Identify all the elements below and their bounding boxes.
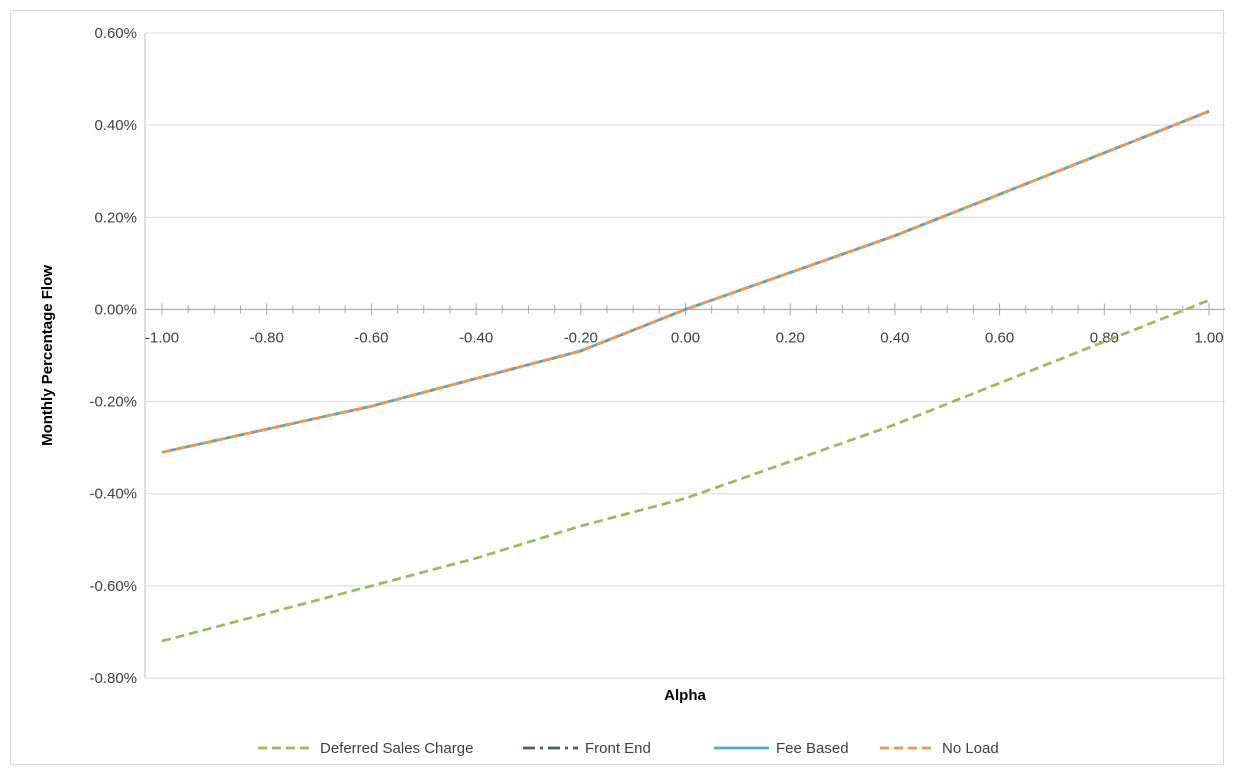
series-line-deferred-sales-charge (161, 298, 1210, 643)
x-tick-label: 0.40 (880, 329, 909, 346)
y-tick-label: 0.60% (94, 25, 137, 42)
y-tick-label: -0.80% (89, 670, 137, 687)
legend-label: Fee Based (776, 740, 849, 757)
x-axis: -1.00 -0.80 -0.60 -0.40 -0.20 0.00 0.20 0.40 0.6… (145, 303, 1225, 346)
x-tick-label: -1.00 (145, 329, 179, 346)
x-tick-label: 0.00 (671, 329, 700, 346)
series-lines (161, 110, 1210, 643)
x-tick-label: 0.60 (985, 329, 1014, 346)
x-tick-label: -0.60 (354, 329, 388, 346)
legend-label: Deferred Sales Charge (320, 740, 473, 757)
y-axis: 0.60% 0.40% 0.20% 0.00% -0.20% -0.40% -0.60% -0… (89, 25, 146, 687)
series-line-no-load (161, 110, 1210, 454)
legend-label: Front End (585, 740, 651, 757)
legend: Deferred Sales Charge Front End Fee Based N… (258, 740, 999, 757)
y-tick-label: 0.40% (94, 117, 137, 134)
x-tick-label: 1.00 (1194, 329, 1223, 346)
y-tick-label: -0.60% (89, 578, 137, 595)
gridlines (145, 32, 1225, 679)
y-axis-title: Monthly Percentage Flow (39, 265, 56, 446)
x-tick-label: 0.20 (776, 329, 805, 346)
y-tick-label: -0.20% (89, 394, 137, 411)
x-axis-title: Alpha (664, 687, 706, 704)
y-tick-label: 0.20% (94, 209, 137, 226)
x-tick-label: -0.20 (564, 329, 598, 346)
x-tick-label: -0.80 (250, 329, 284, 346)
y-tick-label: -0.40% (89, 486, 137, 503)
y-tick-label: 0.00% (94, 301, 137, 318)
legend-label: No Load (942, 740, 999, 757)
x-tick-label: -0.40 (459, 329, 493, 346)
x-tick-label: 0.80 (1090, 329, 1119, 346)
